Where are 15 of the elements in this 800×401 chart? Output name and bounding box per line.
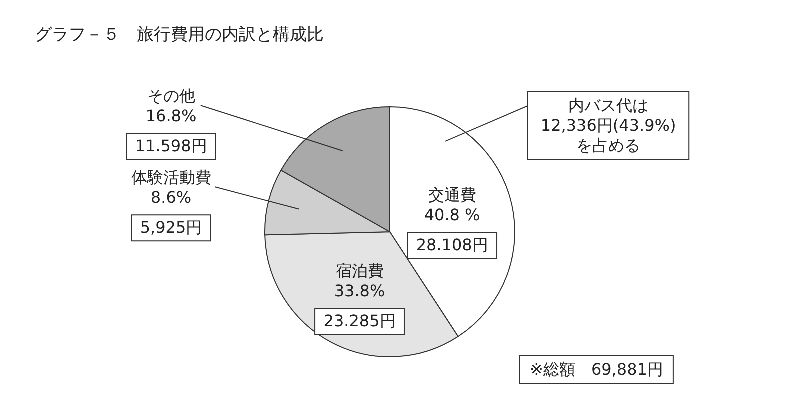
data-label: 33.8% [334, 282, 386, 301]
text: 28.108円 [416, 235, 488, 254]
text: 5,925円 [140, 218, 202, 238]
text: ※総額 69,881円 [530, 360, 664, 379]
text: 11.598円 [135, 136, 208, 156]
data-label: 40.8 % [424, 205, 480, 224]
slice-label: 体験活動費 [131, 168, 212, 188]
data-label: 8.6% [150, 188, 192, 208]
slice-label: 交通費 [428, 185, 476, 204]
data-label: 16.8% [146, 106, 197, 126]
slice-label: その他 [147, 86, 196, 106]
chart-title: グラフ－５ 旅行費用の内訳と構成比 [35, 25, 324, 45]
text: 23.285円 [324, 312, 396, 331]
slice-label: 宿泊費 [336, 262, 384, 281]
text: 内バス代は 12,336円(43.9%) を占める [540, 96, 676, 155]
